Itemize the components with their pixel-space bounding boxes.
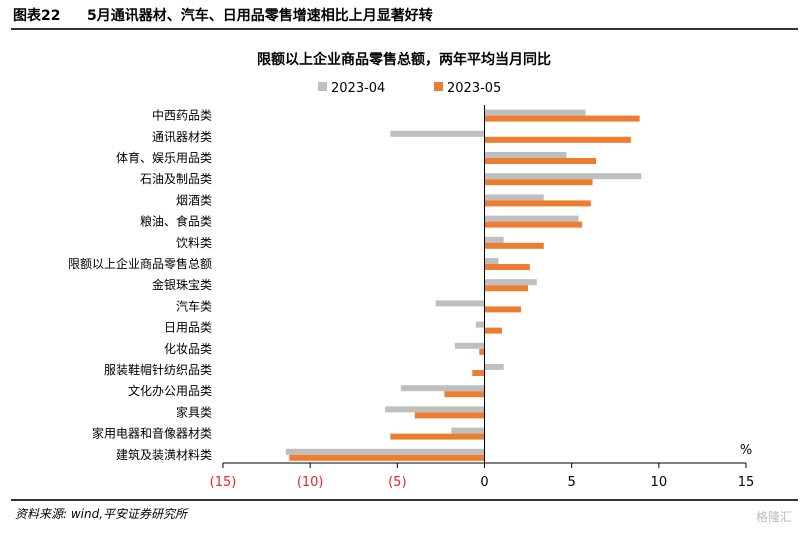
bar-2023-04 [484,236,504,243]
category-label: 金银珠宝类 [152,277,212,292]
chart-title: 限额以上企业商品零售总额，两年平均当月同比 [257,52,551,68]
bar-2023-04 [454,342,485,349]
legend-label: 2023-04 [331,81,386,96]
category-label: 限额以上企业商品零售总额 [68,256,212,271]
category-label: 烟酒类 [176,193,212,207]
bar-2023-04 [385,406,485,413]
category-label: 家用电器和音像器材类 [92,426,212,441]
bar-2023-05 [484,136,631,143]
category-label: 建筑及装潢材料类 [116,447,212,462]
bar-2023-04 [400,385,485,392]
category-label: 石油及制品类 [140,172,212,186]
figure-number: 图表22 [13,8,61,24]
category-label: 体育、娱乐用品类 [116,150,212,165]
category-label: 通讯器材类 [152,130,212,144]
bar-2023-05 [479,348,485,355]
figure-header: 图表22 5月通讯器材、汽车、日用品零售增速相比上月显著好转 [11,2,798,30]
category-label: 家具类 [176,404,212,419]
bar-2023-04 [484,173,642,180]
bar-2023-05 [472,370,485,376]
bar-2023-05 [484,285,529,292]
figure-footer: 资料来源: wind,平安证券研究所 格隆汇 [11,499,798,524]
x-tick-label: 15 [738,475,755,490]
bar-2023-05 [484,179,593,186]
x-tick-label: 5 [568,475,576,490]
bar-2023-04 [451,427,485,434]
bar-2023-05 [484,264,530,270]
bar-2023-04 [390,130,485,137]
source-note: 资料来源: wind,平安证券研究所 [15,507,188,521]
bar-2023-05 [484,158,597,164]
x-axis-unit: % [740,443,752,458]
bar-2023-05 [289,454,485,461]
legend-item-2023-04: 2023-04 [318,81,385,96]
legend-item-2023-05: 2023-05 [434,81,501,96]
x-tick-label: 10 [651,475,668,490]
bar-2023-04 [484,364,504,370]
bar-2023-04 [484,279,537,286]
category-label: 饮料类 [176,236,212,250]
bar-2023-05 [484,221,583,228]
bar-2023-04 [484,194,544,201]
bar-2023-05 [484,242,544,249]
bar-2023-05 [444,391,485,398]
category-label: 化妆品类 [164,342,212,356]
legend-swatch-orange [434,82,443,91]
bar-2023-05 [390,433,485,440]
x-tick-label: (10) [297,475,324,490]
bar-2023-04 [285,448,485,455]
legend-label: 2023-05 [447,81,502,96]
bar-2023-05 [414,412,485,419]
bar-2023-04 [484,152,567,158]
x-tick-label: (5) [388,475,406,490]
bar-2023-05 [484,306,522,313]
figure-title: 5月通讯器材、汽车、日用品零售增速相比上月显著好转 [87,8,433,24]
legend-swatch-gray [318,82,327,91]
x-tick-label: 0 [480,475,488,490]
bar-2023-05 [484,115,640,122]
category-label: 汽车类 [176,298,212,313]
category-label: 中西药品类 [152,108,212,123]
bar-2023-05 [484,200,591,207]
bar-2023-04 [484,215,579,222]
bar-2023-04 [484,258,499,264]
category-label: 服装鞋帽针纺织品类 [104,362,212,377]
bar-2023-04 [435,300,485,307]
bar-2023-04 [475,321,485,328]
bar-2023-05 [484,327,502,334]
x-tick-label: (15) [210,475,237,490]
watermark-logo: 格隆汇 [755,510,792,524]
bar-2023-04 [484,109,586,116]
category-label: 日用品类 [164,321,212,335]
category-label: 粮油、食品类 [140,214,212,229]
category-label: 文化办公用品类 [128,383,212,398]
